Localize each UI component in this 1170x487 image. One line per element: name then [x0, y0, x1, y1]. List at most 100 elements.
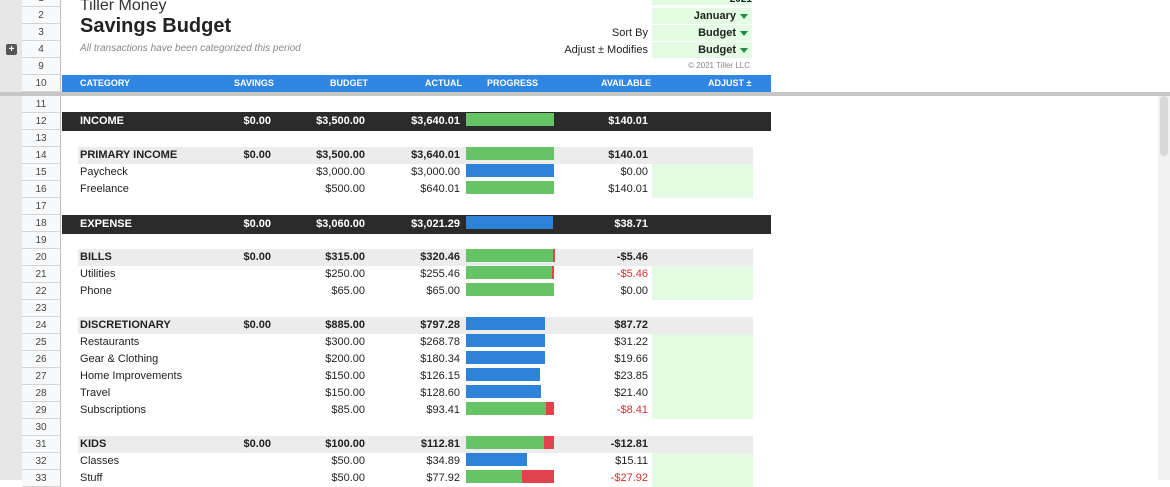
section-budget: $3,500.00	[316, 115, 365, 127]
row-number[interactable]: 24	[22, 317, 61, 334]
section-row-income[interactable]: INCOME $0.00 $3,500.00 $3,640.01 $140.01	[62, 112, 771, 131]
vertical-scrollbar[interactable]	[1158, 96, 1170, 480]
item-row[interactable]: Travel $150.00 $128.60 $21.40	[62, 385, 771, 402]
adjust-input[interactable]	[652, 351, 753, 368]
row-number[interactable]: 14	[22, 147, 61, 164]
row-number[interactable]: 13	[22, 130, 61, 147]
item-row[interactable]: Classes $50.00 $34.89 $15.11	[62, 453, 771, 470]
row-number[interactable]: 12	[22, 113, 61, 130]
col-savings[interactable]: SAVINGS	[234, 78, 274, 88]
progress-bar	[466, 402, 546, 415]
item-row[interactable]: Freelance $500.00 $640.01 $140.01	[62, 181, 771, 198]
group-budget: $885.00	[325, 319, 365, 331]
item-available: $31.22	[614, 336, 648, 348]
item-actual: $268.78	[420, 336, 460, 348]
item-budget: $50.00	[331, 455, 365, 467]
row-number[interactable]: 28	[22, 385, 61, 402]
item-budget: $250.00	[325, 268, 365, 280]
row-number[interactable]: 22	[22, 283, 61, 300]
row-number[interactable]: 11	[22, 96, 61, 113]
group-available: -$12.81	[610, 438, 648, 450]
item-budget: $200.00	[325, 353, 365, 365]
item-actual: $255.46	[420, 268, 460, 280]
adjust-input[interactable]	[652, 283, 753, 300]
item-budget: $150.00	[325, 387, 365, 399]
row-number[interactable]: 17	[22, 198, 61, 215]
row-number[interactable]: 3	[22, 24, 61, 41]
row-number[interactable]: 29	[22, 402, 61, 419]
col-budget[interactable]: BUDGET	[330, 78, 368, 88]
row-number[interactable]: 27	[22, 368, 61, 385]
adjust-input[interactable]	[652, 453, 753, 470]
group-gutter	[0, 0, 23, 480]
col-adjust[interactable]: ADJUST ±	[708, 78, 752, 88]
row-number[interactable]: 19	[22, 232, 61, 249]
group-row-discretionary[interactable]: DISCRETIONARY $0.00 $885.00 $797.28 $87.…	[62, 317, 771, 334]
col-available[interactable]: AVAILABLE	[601, 78, 652, 88]
item-row[interactable]: Gear & Clothing $200.00 $180.34 $19.66	[62, 351, 771, 368]
item-available: -$8.41	[616, 404, 648, 416]
item-actual: $3,000.00	[411, 166, 460, 178]
group-savings: $0.00	[243, 319, 271, 331]
row-number[interactable]: 32	[22, 453, 61, 470]
row-number[interactable]: 18	[22, 215, 61, 232]
adjust-modifies-select[interactable]: Budget	[652, 42, 752, 58]
row-number[interactable]: 2	[22, 7, 61, 24]
row-number[interactable]: 21	[22, 266, 61, 283]
section-available: $140.01	[608, 115, 648, 127]
adjust-input[interactable]	[652, 402, 753, 419]
row-number[interactable]: 33	[22, 470, 61, 487]
year-select[interactable]: 2021	[652, 0, 752, 5]
group-row-bg	[78, 317, 753, 334]
item-row[interactable]: Subscriptions $85.00 $93.41 -$8.41	[62, 402, 771, 419]
adjust-input[interactable]	[652, 266, 753, 283]
row-number[interactable]: 30	[22, 419, 61, 436]
group-name: DISCRETIONARY	[80, 319, 171, 331]
item-row[interactable]: Phone $65.00 $65.00 $0.00	[62, 283, 771, 300]
col-actual[interactable]: ACTUAL	[425, 78, 462, 88]
group-row-bills[interactable]: BILLS $0.00 $315.00 $320.46 -$5.46	[62, 249, 771, 266]
row-number[interactable]: 23	[22, 300, 61, 317]
row-number[interactable]: 4	[22, 41, 61, 58]
frozen-row-divider[interactable]	[0, 92, 1170, 96]
sort-by-select[interactable]: Budget	[652, 25, 752, 41]
adjust-input[interactable]	[652, 181, 753, 198]
item-row[interactable]: Restaurants $300.00 $268.78 $31.22	[62, 334, 771, 351]
item-row[interactable]: Paycheck $3,000.00 $3,000.00 $0.00	[62, 164, 771, 181]
row-number[interactable]: 25	[22, 334, 61, 351]
item-row[interactable]: Home Improvements $150.00 $126.15 $23.85	[62, 368, 771, 385]
item-name: Paycheck	[80, 166, 128, 178]
row-number[interactable]: 20	[22, 249, 61, 266]
row-number[interactable]: 15	[22, 164, 61, 181]
col-progress[interactable]: PROGRESS	[487, 78, 539, 88]
item-available: -$5.46	[616, 268, 648, 280]
scrollbar-thumb[interactable]	[1160, 96, 1168, 156]
section-row-expense[interactable]: EXPENSE $0.00 $3,060.00 $3,021.29 $38.71	[62, 215, 771, 234]
item-budget: $300.00	[325, 336, 365, 348]
item-budget: $500.00	[325, 183, 365, 195]
group-row-kids[interactable]: KIDS $0.00 $100.00 $112.81 -$12.81	[62, 436, 771, 453]
group-savings: $0.00	[243, 251, 271, 263]
adjust-input[interactable]	[652, 334, 753, 351]
group-row-primary-income[interactable]: PRIMARY INCOME $0.00 $3,500.00 $3,640.01…	[62, 147, 771, 164]
adjust-input[interactable]	[652, 385, 753, 402]
adjust-input[interactable]	[652, 164, 753, 181]
row-number[interactable]: 9	[22, 58, 61, 75]
row-number[interactable]: 1	[22, 0, 61, 7]
group-actual: $112.81	[420, 438, 460, 450]
item-row[interactable]: Utilities $250.00 $255.46 -$5.46	[62, 266, 771, 283]
section-actual: $3,640.01	[411, 115, 460, 127]
adjust-input[interactable]	[652, 368, 753, 385]
item-row[interactable]: Stuff $50.00 $77.92 -$27.92	[62, 470, 771, 487]
row-number[interactable]: 16	[22, 181, 61, 198]
item-available: $21.40	[614, 387, 648, 399]
item-budget: $3,000.00	[316, 166, 365, 178]
group-actual: $320.46	[420, 251, 460, 263]
group-available: $87.72	[614, 319, 648, 331]
row-number[interactable]: 31	[22, 436, 61, 453]
col-category[interactable]: CATEGORY	[80, 78, 131, 88]
row-number[interactable]: 10	[22, 75, 61, 92]
month-select[interactable]: January	[652, 8, 752, 24]
row-number[interactable]: 26	[22, 351, 61, 368]
expand-group-icon[interactable]: +	[6, 44, 17, 55]
